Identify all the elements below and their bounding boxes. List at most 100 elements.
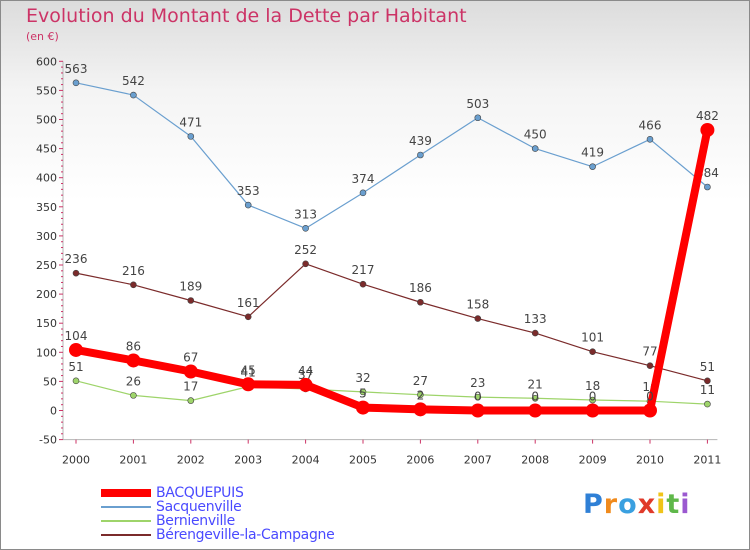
legend-swatch-bernienville (101, 520, 151, 522)
data-label: 44 (298, 364, 313, 378)
data-point (589, 163, 596, 170)
data-point (302, 225, 309, 232)
data-label: 542 (122, 74, 145, 88)
y-tick-label: 150 (36, 317, 57, 330)
x-tick-label: 2010 (636, 454, 664, 467)
data-point (359, 388, 367, 396)
data-label: 51 (700, 360, 715, 374)
data-label: 21 (528, 377, 543, 391)
data-label: 217 (352, 263, 375, 277)
legend-label-sacquenville: Sacquenville (156, 499, 242, 515)
logo-letter: x (637, 489, 657, 520)
data-point (585, 403, 600, 418)
logo-letter: P (583, 489, 604, 520)
data-label: 104 (65, 329, 88, 343)
data-point (704, 400, 711, 408)
data-point (646, 362, 654, 369)
logo-letter: t (666, 489, 681, 520)
data-point (359, 189, 367, 197)
legend-swatch-bacquepuis (101, 489, 151, 497)
data-point (589, 396, 596, 404)
y-tick-label: 550 (36, 84, 57, 97)
series-line-sacquenville (75, 82, 709, 229)
data-label: 86 (126, 339, 141, 353)
data-label: 45 (241, 363, 256, 377)
proxiti-logo: Proxiti (583, 489, 691, 520)
data-label: 101 (581, 331, 604, 345)
data-point (704, 377, 711, 385)
data-label: 439 (409, 134, 432, 148)
data-point (531, 329, 539, 337)
data-point (589, 348, 596, 356)
data-label: 313 (294, 207, 317, 221)
data-label: 67 (183, 351, 198, 365)
data-label: 11 (700, 383, 715, 397)
data-point (700, 122, 715, 137)
data-label: 77 (642, 345, 657, 359)
data-label: 482 (696, 109, 719, 123)
series-bacquepuis: 104 86 67 45 44 5 2 0 0 0 0 482 (65, 109, 719, 418)
data-label: 471 (179, 115, 202, 129)
data-label: 189 (179, 280, 202, 294)
data-point (187, 133, 195, 140)
data-label: 158 (466, 298, 489, 312)
data-point (474, 393, 482, 401)
x-tick-label: 2009 (579, 454, 607, 467)
y-tick-label: 200 (36, 288, 57, 301)
legend-label-bernienville: Bernienville (156, 513, 235, 529)
data-label: 419 (581, 146, 604, 160)
data-label: 0 (646, 390, 654, 404)
data-point (69, 342, 83, 357)
legend-label-berengeville: Bérengeville-la-Campagne (156, 527, 335, 543)
data-point (241, 377, 256, 392)
x-tick-label: 2008 (521, 454, 549, 467)
data-label: 161 (237, 296, 260, 310)
data-label: 37 (298, 368, 313, 382)
data-point (470, 403, 485, 418)
logo-letter: i (680, 489, 691, 520)
series-line-berengeville-la-campagne (75, 263, 709, 382)
data-point (417, 298, 424, 306)
series-berengeville-la-campagne: 236 216 189 161 252 217 186 158 133 101 77 51 (65, 243, 715, 385)
legend-label-bacquepuis: BACQUEPUIS (156, 485, 244, 501)
x-tick-label: 2003 (234, 454, 262, 467)
logo-letter: i (656, 489, 667, 520)
y-tick-label: -50 (39, 434, 57, 447)
data-point (126, 353, 141, 368)
data-point (474, 315, 482, 322)
data-point (646, 135, 654, 143)
data-label: 0 (589, 390, 597, 404)
y-tick-label: 500 (36, 114, 57, 127)
data-label: 186 (409, 281, 432, 295)
x-tick-label: 2004 (292, 454, 320, 467)
data-label: 23 (470, 376, 485, 390)
data-label: 0 (474, 390, 482, 404)
data-point (474, 114, 482, 122)
logo-letter: r (603, 489, 619, 520)
data-point (130, 281, 137, 289)
data-point (130, 91, 137, 99)
data-point (72, 377, 80, 385)
data-label: 0 (531, 390, 539, 404)
x-tick-label: 2002 (177, 454, 205, 467)
legend-swatch-sacquenville (101, 506, 151, 508)
y-tick-label: 400 (36, 172, 57, 185)
data-label: 563 (65, 62, 88, 76)
series-line-bacquepuis (72, 125, 712, 415)
data-point (643, 403, 657, 418)
data-point (704, 183, 711, 191)
y-tick-label: 450 (36, 143, 57, 156)
data-point (528, 403, 543, 418)
data-label: 18 (585, 379, 600, 393)
data-point (298, 377, 313, 392)
x-tick-label: 2006 (406, 454, 434, 467)
data-label: 51 (68, 360, 83, 374)
data-point (417, 151, 424, 159)
series-line-bernienville (75, 380, 709, 405)
data-label: 2 (417, 388, 425, 402)
data-point (130, 392, 137, 399)
